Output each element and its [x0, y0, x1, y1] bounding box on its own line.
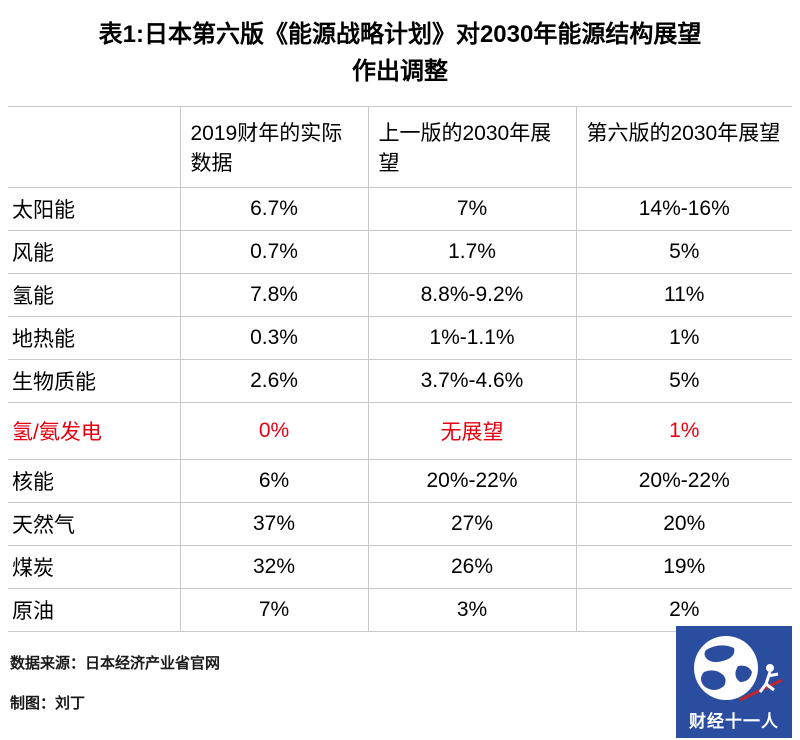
cell-value: 0.3% [179, 316, 368, 360]
row-label: 地热能 [8, 316, 180, 360]
row-label: 氢能 [8, 273, 180, 317]
cell-value: 7.8% [179, 273, 368, 317]
page-title: 表1:日本第六版《能源战略计划》对2030年能源结构展望 作出调整 [0, 0, 800, 90]
column-header: 第六版的2030年展望 [575, 106, 792, 188]
table-row: 煤炭 32% 26% 19% [8, 545, 792, 589]
cell-value: 7% [179, 588, 368, 633]
row-label: 生物质能 [8, 359, 180, 403]
cell-value: 3% [367, 588, 576, 633]
row-label: 风能 [8, 230, 180, 274]
cell-value: 0.7% [179, 230, 368, 274]
table-body: 太阳能 6.7% 7% 14%-16% 风能 0.7% 1.7% 5% 氢能 7.8% 8.8%-9… [8, 187, 792, 633]
cell-value: 20% [575, 502, 792, 546]
cell-value: 2% [575, 588, 792, 633]
cell-value: 20%-22% [367, 459, 576, 503]
cell-value: 20%-22% [575, 459, 792, 503]
row-label: 煤炭 [8, 545, 180, 589]
energy-outlook-table: 2019财年的实际数据 上一版的2030年展望 第六版的2030年展望 太阳能 6.7… [8, 106, 792, 633]
cell-value: 6% [179, 459, 368, 503]
cell-value: 14%-16% [575, 187, 792, 231]
column-header: 2019财年的实际数据 [179, 106, 368, 188]
table-row: 原油 7% 3% 2% [8, 588, 792, 633]
cell-value: 6.7% [179, 187, 368, 231]
table-row: 核能 6% 20%-22% 20%-22% [8, 459, 792, 503]
table-row: 太阳能 6.7% 7% 14%-16% [8, 187, 792, 231]
runner-figure-icon [758, 664, 779, 693]
title-line-2: 作出调整 [352, 58, 448, 86]
column-header: 上一版的2030年展望 [367, 106, 576, 188]
table-row: 氢/氨发电 0% 无展望 1% [8, 402, 792, 460]
cell-value: 1%-1.1% [367, 316, 576, 360]
title-line-1: 表1:日本第六版《能源战略计划》对2030年能源结构展望 [98, 21, 702, 48]
table-row: 生物质能 2.6% 3.7%-4.6% 5% [8, 359, 792, 403]
cell-value: 8.8%-9.2% [367, 273, 576, 317]
table-row: 氢能 7.8% 8.8%-9.2% 11% [8, 273, 792, 317]
publisher-logo: 财经十一人 [676, 626, 792, 738]
cell-value: 19% [575, 545, 792, 589]
cell-value: 37% [179, 502, 368, 546]
table-row: 地热能 0.3% 1%-1.1% 1% [8, 316, 792, 360]
table-row: 天然气 37% 27% 20% [8, 502, 792, 546]
cell-value: 1.7% [367, 230, 576, 274]
cell-value: 1% [575, 402, 792, 460]
row-label: 天然气 [8, 502, 180, 546]
credit-note: 制图：刘丁 [10, 695, 86, 712]
cell-value: 1% [575, 316, 792, 360]
globe-runner-icon [694, 636, 783, 702]
cell-value: 5% [575, 359, 792, 403]
table-header-row: 2019财年的实际数据 上一版的2030年展望 第六版的2030年展望 [8, 106, 792, 188]
data-source-note: 数据来源：日本经济产业省官网 [10, 655, 221, 672]
cell-value: 32% [179, 545, 368, 589]
cell-value: 27% [367, 502, 576, 546]
row-label: 原油 [8, 588, 180, 633]
corner-cell [8, 106, 180, 188]
row-label: 氢/氨发电 [8, 402, 180, 460]
row-label: 核能 [8, 459, 180, 503]
cell-value: 26% [367, 545, 576, 589]
cell-value: 0% [179, 402, 368, 460]
cell-value: 无展望 [367, 402, 576, 460]
cell-value: 3.7%-4.6% [367, 359, 576, 403]
table-row: 风能 0.7% 1.7% 5% [8, 230, 792, 274]
cell-value: 11% [575, 273, 792, 317]
row-label: 太阳能 [8, 187, 180, 231]
cell-value: 2.6% [179, 359, 368, 403]
logo-wordmark: 财经十一人 [689, 712, 779, 731]
cell-value: 5% [575, 230, 792, 274]
cell-value: 7% [367, 187, 576, 231]
